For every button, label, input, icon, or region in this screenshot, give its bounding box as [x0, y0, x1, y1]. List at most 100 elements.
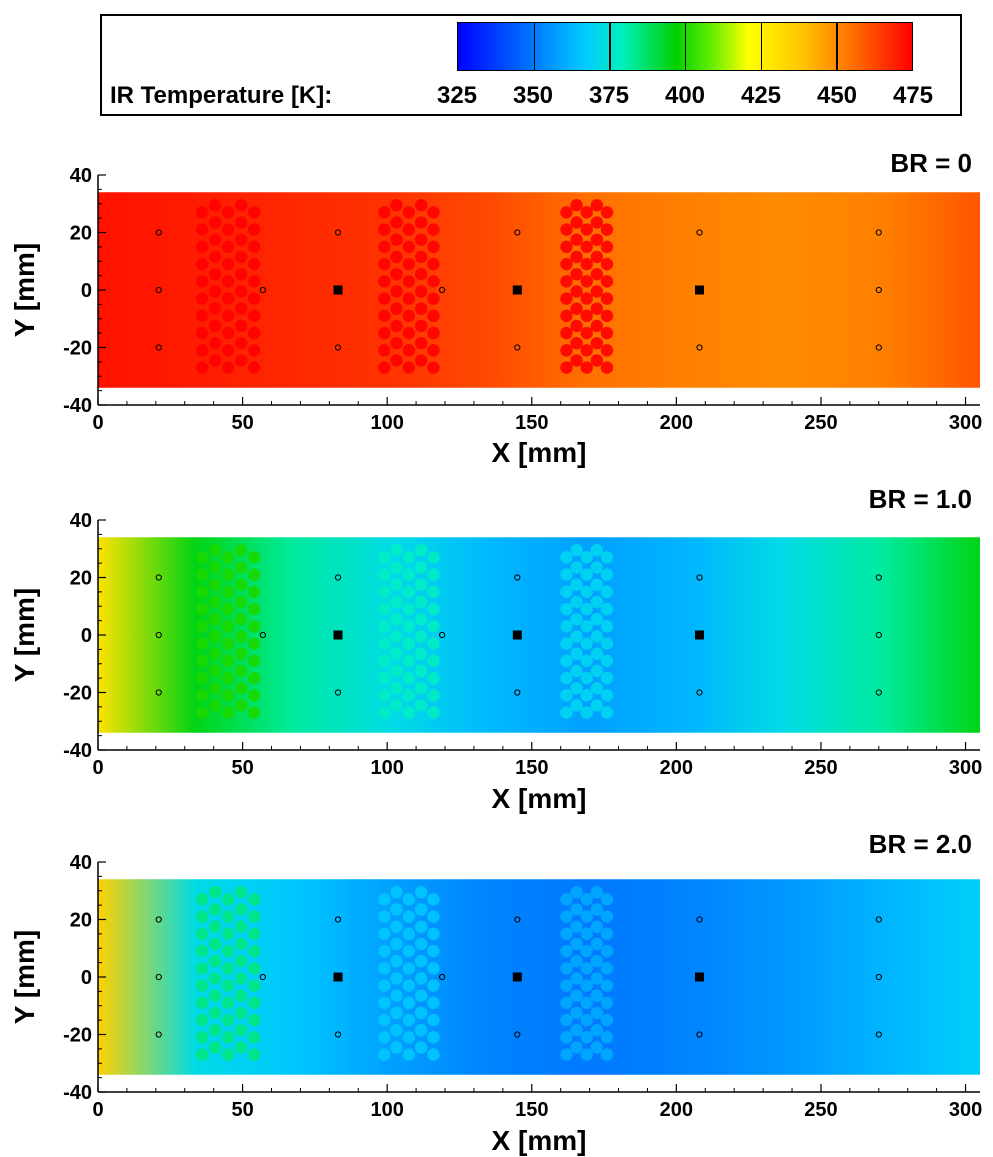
film-cooling-hole [427, 927, 440, 941]
film-cooling-hole [402, 944, 416, 958]
film-cooling-hole [570, 664, 583, 678]
film-cooling-hole [208, 595, 222, 609]
film-cooling-hole [570, 699, 583, 712]
film-cooling-hole [590, 954, 604, 968]
square-marker [694, 285, 704, 295]
film-cooling-hole [234, 647, 248, 660]
colorbar-tick-label: 325 [436, 82, 478, 109]
film-cooling-hole [570, 972, 583, 985]
film-cooling-hole [247, 1013, 261, 1027]
film-cooling-hole [600, 568, 614, 581]
film-cooling-hole [570, 937, 583, 951]
film-cooling-hole [234, 612, 248, 626]
film-cooling-hole [560, 568, 573, 581]
film-cooling-hole [570, 681, 583, 695]
temperature-surface [98, 879, 980, 1075]
thermocouple-marker [875, 631, 882, 639]
film-cooling-hole [560, 706, 573, 719]
colorbar-tick-label: 375 [588, 82, 630, 109]
film-cooling-hole [600, 1048, 614, 1061]
film-cooling-hole [390, 336, 403, 350]
film-cooling-hole [580, 275, 593, 288]
film-cooling-hole [580, 361, 593, 374]
y-tick-label: 20 [70, 223, 92, 245]
film-cooling-hole [390, 612, 403, 626]
film-cooling-hole [570, 302, 583, 315]
film-cooling-hole [247, 637, 261, 650]
film-cooling-hole [234, 354, 248, 367]
film-cooling-hole [427, 257, 440, 271]
x-tick-label: 250 [804, 1099, 837, 1121]
film-cooling-hole [414, 920, 428, 933]
film-cooling-hole [221, 637, 235, 650]
film-cooling-hole [580, 979, 593, 992]
film-cooling-hole [195, 344, 209, 357]
film-cooling-hole [390, 699, 403, 712]
film-cooling-hole [570, 250, 583, 264]
film-cooling-hole [221, 893, 235, 906]
thermocouple-marker [155, 1031, 162, 1038]
thermocouple-marker [334, 689, 342, 696]
film-cooling-hole [590, 972, 604, 985]
film-cooling-hole [221, 275, 235, 288]
thermocouple-marker [334, 344, 342, 351]
film-cooling-hole [234, 903, 248, 916]
y-tick-label: 20 [70, 568, 92, 590]
film-cooling-hole [234, 267, 248, 281]
thermocouple-marker [696, 1031, 703, 1038]
film-cooling-hole [570, 1006, 583, 1020]
film-cooling-hole [590, 664, 604, 678]
film-cooling-hole [234, 954, 248, 968]
film-cooling-hole [402, 223, 416, 236]
film-cooling-hole [234, 972, 248, 985]
film-cooling-hole [234, 989, 248, 1002]
panel-title: BR = 1.0 [869, 484, 972, 514]
film-cooling-hole [234, 885, 248, 899]
film-cooling-hole [427, 996, 440, 1010]
film-cooling-hole [427, 962, 440, 975]
film-cooling-hole [580, 223, 593, 236]
colorbar-divider [533, 23, 535, 70]
film-cooling-hole [208, 578, 222, 591]
film-cooling-hole [234, 595, 248, 609]
film-cooling-hole [427, 206, 440, 219]
film-cooling-hole [560, 309, 573, 323]
film-cooling-hole [427, 275, 440, 288]
film-cooling-hole [560, 326, 573, 340]
film-cooling-hole [402, 1048, 416, 1061]
film-cooling-hole [247, 996, 261, 1010]
film-cooling-hole [414, 267, 428, 281]
film-cooling-hole [590, 989, 604, 1002]
film-cooling-hole [208, 699, 222, 712]
film-cooling-hole [570, 954, 583, 968]
legend-title: IR Temperature [K]: [110, 82, 333, 109]
film-cooling-hole [247, 585, 261, 599]
film-cooling-hole [195, 620, 209, 633]
film-cooling-hole [208, 647, 222, 660]
x-tick-label: 0 [92, 412, 103, 434]
film-cooling-hole [427, 671, 440, 685]
film-cooling-hole [378, 620, 391, 633]
film-cooling-hole [427, 979, 440, 992]
film-cooling-hole [580, 585, 593, 599]
film-cooling-hole [427, 568, 440, 581]
film-cooling-hole [378, 654, 391, 668]
film-cooling-hole [580, 910, 593, 923]
film-cooling-hole [390, 354, 403, 367]
film-cooling-hole [570, 561, 583, 574]
film-cooling-hole [560, 1031, 573, 1044]
square-marker [333, 630, 343, 640]
film-cooling-hole [590, 630, 604, 643]
film-cooling-hole [560, 944, 573, 958]
film-cooling-hole [414, 543, 428, 557]
film-cooling-hole [221, 309, 235, 323]
film-cooling-hole [247, 240, 261, 254]
x-tick-label: 150 [515, 1099, 548, 1121]
film-cooling-hole [402, 927, 416, 941]
film-cooling-hole [247, 1048, 261, 1061]
film-cooling-hole [378, 326, 391, 340]
thermocouple-marker [259, 631, 266, 639]
square-marker [694, 630, 704, 640]
film-cooling-hole [390, 285, 403, 298]
